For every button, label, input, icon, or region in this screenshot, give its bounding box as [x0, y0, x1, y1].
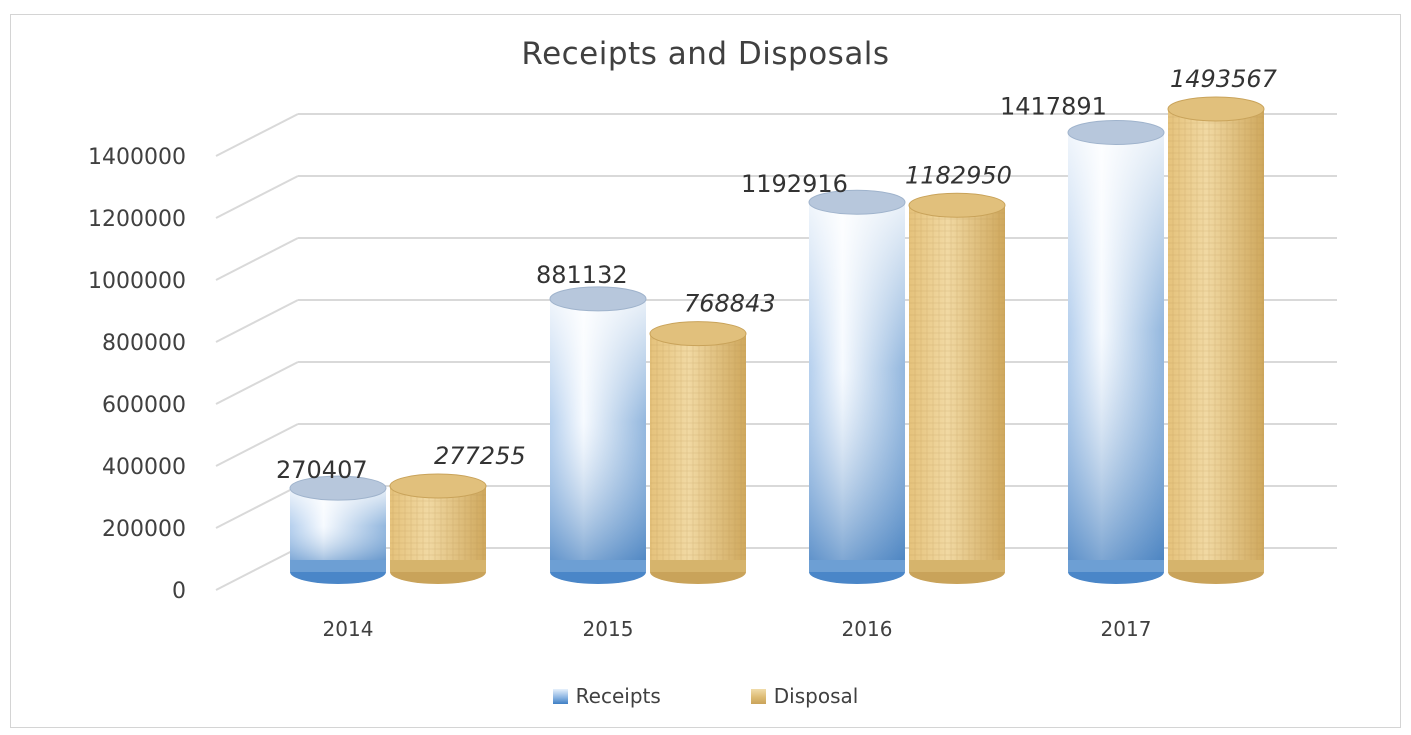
data-label-disposal: 1182950 [905, 161, 1012, 189]
bar-top [1167, 96, 1265, 122]
bar-texture [909, 205, 1005, 572]
legend-item-disposal: Disposal [750, 684, 859, 708]
bar-texture [650, 333, 746, 572]
grid-diagonal [215, 237, 299, 281]
bar-top [549, 286, 647, 312]
y-tick-label: 800000 [102, 331, 186, 356]
bar-shade [1068, 132, 1164, 572]
data-label-receipts: 270407 [276, 456, 368, 484]
legend-label-disposal: Disposal [773, 684, 859, 708]
x-tick-label: 2016 [842, 617, 893, 641]
bar-shade [550, 298, 646, 572]
bar-base-cover [290, 560, 386, 572]
chart-title: Receipts and Disposals [521, 36, 890, 72]
grid-diagonal [215, 361, 299, 405]
bars [289, 96, 1265, 584]
x-axis-categories: 2014 2015 2016 2017 [323, 617, 1152, 641]
bar-base-cover [809, 560, 905, 572]
bar-top [808, 189, 906, 215]
data-label-disposal: 768843 [684, 290, 776, 318]
grid-diagonal [215, 299, 299, 343]
bar-base-cover [650, 560, 746, 572]
bar-top [908, 192, 1006, 218]
bar-base-cover [390, 560, 486, 572]
bar-base-cover [1168, 560, 1264, 572]
legend-swatch-receipts [552, 688, 568, 704]
grid-diagonal [215, 175, 299, 219]
bar-top [289, 475, 387, 501]
grid-diagonal [215, 485, 299, 529]
grid-diagonal [215, 113, 299, 157]
data-label-disposal: 1493567 [1170, 65, 1278, 93]
x-tick-label: 2017 [1101, 617, 1152, 641]
data-label-receipts: 1192916 [741, 170, 848, 198]
bar-top [389, 473, 487, 499]
bar-receipts [1067, 119, 1165, 584]
bar-receipts [549, 286, 647, 584]
y-tick-label: 400000 [102, 455, 186, 480]
data-label-disposal: 277255 [434, 442, 526, 470]
bar-receipts [289, 475, 387, 584]
bar-shade [290, 488, 386, 572]
bar-disposal [908, 192, 1006, 584]
bar-texture [1168, 108, 1264, 572]
bar-top [1067, 119, 1165, 145]
x-tick-label: 2015 [583, 617, 634, 641]
legend-item-receipts: Receipts [552, 684, 661, 708]
grid-diagonal [215, 423, 299, 467]
y-axis-ticks: 0 200000 400000 600000 800000 1000000 1200000 1… [88, 145, 186, 604]
legend-swatch-disposal [750, 688, 766, 704]
bar-texture [390, 486, 486, 572]
bar-base-cover [550, 560, 646, 572]
bar-base-cover [1068, 560, 1164, 572]
bar-base-cover [909, 560, 1005, 572]
y-tick-label: 600000 [102, 393, 186, 418]
legend: Receipts Disposal [0, 684, 1411, 708]
y-tick-label: 1400000 [88, 145, 186, 170]
x-tick-label: 2014 [323, 617, 374, 641]
y-tick-label: 1000000 [88, 269, 186, 294]
bar-disposal [389, 473, 487, 584]
data-labels: 270407 277255 881132 768843 1192916 1182950 14… [276, 65, 1278, 484]
bar-receipts [808, 189, 906, 584]
legend-label-receipts: Receipts [575, 684, 661, 708]
y-tick-label: 0 [172, 579, 186, 604]
y-tick-label: 200000 [102, 517, 186, 542]
bar-top [649, 321, 747, 347]
bar-shade [809, 202, 905, 572]
y-tick-label: 1200000 [88, 207, 186, 232]
data-label-receipts: 1417891 [1000, 92, 1107, 120]
data-label-receipts: 881132 [536, 261, 628, 289]
bar-disposal [1167, 96, 1265, 584]
grid-diagonal [215, 547, 299, 591]
bar-disposal [649, 321, 747, 584]
